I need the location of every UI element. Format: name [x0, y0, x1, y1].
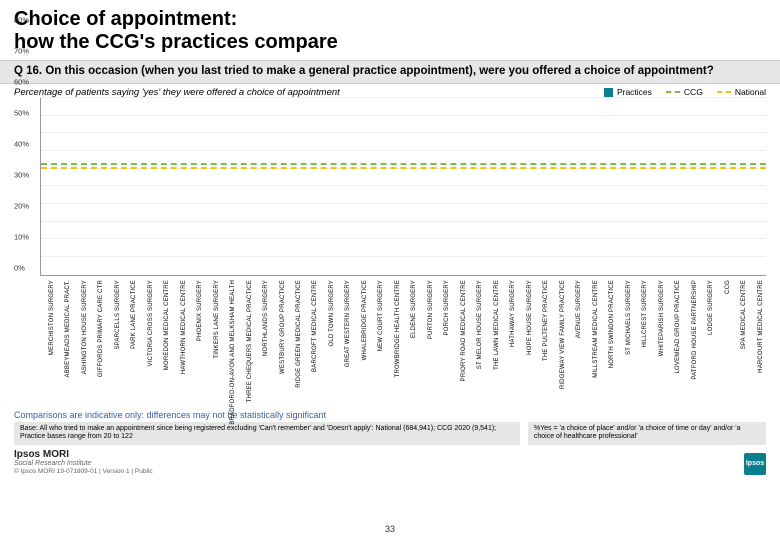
- x-label: PATFORD HOUSE PARTNERSHIP: [684, 278, 699, 408]
- y-tick-label: 70%: [14, 46, 29, 55]
- ccg-reference-line: [41, 163, 766, 165]
- x-label: ST MICHAELS SURGERY: [618, 278, 633, 408]
- x-label: ABBEYMEADS MEDICAL PRACT.: [57, 278, 72, 408]
- x-label: BRADFORD-ON-AVON AND MELKSHAM HEALTH: [222, 278, 237, 408]
- x-label: PORCH SURGERY: [437, 278, 452, 408]
- slide: Choice of appointment: how the CCG's pra…: [0, 0, 780, 540]
- y-tick-label: 30%: [14, 170, 29, 179]
- chart: MERCHISTON SURGERYABBEYMEADS MEDICAL PRA…: [14, 98, 766, 408]
- page-number: 33: [385, 524, 395, 534]
- x-label: LODGE SURGERY: [700, 278, 715, 408]
- gridline: [41, 238, 766, 239]
- x-label: LOVEMEAD GROUP PRACTICE: [667, 278, 682, 408]
- question-text: Q 16. On this occasion (when you last tr…: [14, 65, 766, 79]
- chart-plot-area: [40, 98, 766, 276]
- x-label: PHOENIX SURGERY: [189, 278, 204, 408]
- footer-base-text: Base: All who tried to make an appointme…: [14, 422, 520, 445]
- y-tick-label: 50%: [14, 108, 29, 117]
- gridline: [41, 97, 766, 98]
- subtitle-row: Percentage of patients saying 'yes' they…: [0, 84, 780, 98]
- y-tick-label: 80%: [14, 15, 29, 24]
- legend-label-ccg: CCG: [684, 87, 703, 97]
- x-label: THE PULTENEY PRACTICE: [536, 278, 551, 408]
- legend-swatch-practices: [604, 88, 613, 97]
- y-tick-label: 10%: [14, 232, 29, 241]
- x-label: AVENUE SURGERY: [569, 278, 584, 408]
- x-label: HAWTHORN MEDICAL CENTRE: [173, 278, 188, 408]
- brand-copyright: © Ipsos MORI 19-071809-01 | Version 1 | …: [14, 468, 153, 475]
- x-label: MOREDON MEDICAL CENTRE: [156, 278, 171, 408]
- x-label: NORTHLANDS SURGERY: [255, 278, 270, 408]
- legend-label-national: National: [735, 87, 766, 97]
- x-label: GIFFORDS PRIMARY CARE CTR: [90, 278, 105, 408]
- legend-label-practices: Practices: [617, 87, 652, 97]
- comparison-note: Comparisons are indicative only: differe…: [0, 408, 780, 422]
- x-label: BARCROFT MEDICAL CENTRE: [305, 278, 320, 408]
- x-label: HOPE HOUSE SURGERY: [519, 278, 534, 408]
- gridline: [41, 132, 766, 133]
- x-label: ST MELOR HOUSE SURGERY: [470, 278, 485, 408]
- brand-row: Ipsos MORI Social Research Institute © I…: [0, 445, 780, 479]
- question-bar: Q 16. On this occasion (when you last tr…: [0, 60, 780, 84]
- legend-line-ccg: [666, 91, 680, 93]
- x-label: PARK LANE PRACTICE: [123, 278, 138, 408]
- x-label: RIDGEWAY VIEW FAMILY PRACTICE: [552, 278, 567, 408]
- x-label: NORTH SWINDON PRACTICE: [601, 278, 616, 408]
- legend-practices: Practices: [604, 87, 652, 97]
- y-tick-label: 60%: [14, 77, 29, 86]
- gridline: [41, 256, 766, 257]
- x-label: PURTON SURGERY: [420, 278, 435, 408]
- brand-name: Ipsos MORI: [14, 449, 153, 460]
- x-label: MILLSTREAM MEDICAL CENTRE: [585, 278, 600, 408]
- gridline: [41, 185, 766, 186]
- legend-national: National: [717, 87, 766, 97]
- x-label: SPARCELLS SURGERY: [107, 278, 122, 408]
- footer-row: Base: All who tried to make an appointme…: [0, 422, 780, 445]
- title-area: Choice of appointment: how the CCG's pra…: [0, 0, 780, 58]
- brand-sub: Social Research Institute: [14, 460, 153, 467]
- bars-container: [41, 98, 766, 275]
- x-label: SPA MEDICAL CENTRE: [733, 278, 748, 408]
- page-title: Choice of appointment: how the CCG's pra…: [14, 8, 766, 54]
- brand-left: Ipsos MORI Social Research Institute © I…: [14, 449, 153, 475]
- gridline: [41, 115, 766, 116]
- footer-definition-text: %Yes = 'a choice of place' and/or 'a cho…: [528, 422, 766, 445]
- x-axis-labels: MERCHISTON SURGERYABBEYMEADS MEDICAL PRA…: [40, 278, 766, 408]
- x-label: THE LAWN MEDICAL CENTRE: [486, 278, 501, 408]
- x-label: ASHINGTON HOUSE SURGERY: [74, 278, 89, 408]
- x-label: RIDGE GREEN MEDICAL PRACTICE: [288, 278, 303, 408]
- y-tick-label: 20%: [14, 201, 29, 210]
- x-label: TINKERS LANE SURGERY: [206, 278, 221, 408]
- national-reference-line: [41, 167, 766, 169]
- brand-logo: Ipsos: [744, 453, 766, 475]
- gridline: [41, 150, 766, 151]
- x-label: MERCHISTON SURGERY: [41, 278, 56, 408]
- x-label: WHITEPARISH SURGERY: [651, 278, 666, 408]
- y-tick-label: 40%: [14, 139, 29, 148]
- legend-ccg: CCG: [666, 87, 703, 97]
- gridline: [41, 203, 766, 204]
- x-label: WHALEBRIDGE PRACTICE: [354, 278, 369, 408]
- x-label: GREAT WESTERN SURGERY: [338, 278, 353, 408]
- x-label: CCG: [717, 278, 732, 408]
- x-label: ELDENE SURGERY: [404, 278, 419, 408]
- x-label: OLD TOWN SURGERY: [321, 278, 336, 408]
- y-tick-label: 0%: [14, 263, 25, 272]
- legend-line-national: [717, 91, 731, 93]
- x-label: WESTBURY GROUP PRACTICE: [272, 278, 287, 408]
- x-label: HILLCREST SURGERY: [634, 278, 649, 408]
- legend: Practices CCG National: [604, 87, 766, 97]
- x-label: THREE CHEQUERS MEDICAL PRACTICE: [239, 278, 254, 408]
- x-label: HATHAWAY SURGERY: [503, 278, 518, 408]
- x-label: PRIORY ROAD MEDICAL CENTRE: [453, 278, 468, 408]
- x-label: HARCOURT MEDICAL CENTRE: [750, 278, 765, 408]
- x-label: NEW COURT SURGERY: [371, 278, 386, 408]
- x-label: TROWBRIDGE HEALTH CENTRE: [387, 278, 402, 408]
- gridline: [41, 221, 766, 222]
- x-label: VICTORIA CROSS SURGERY: [140, 278, 155, 408]
